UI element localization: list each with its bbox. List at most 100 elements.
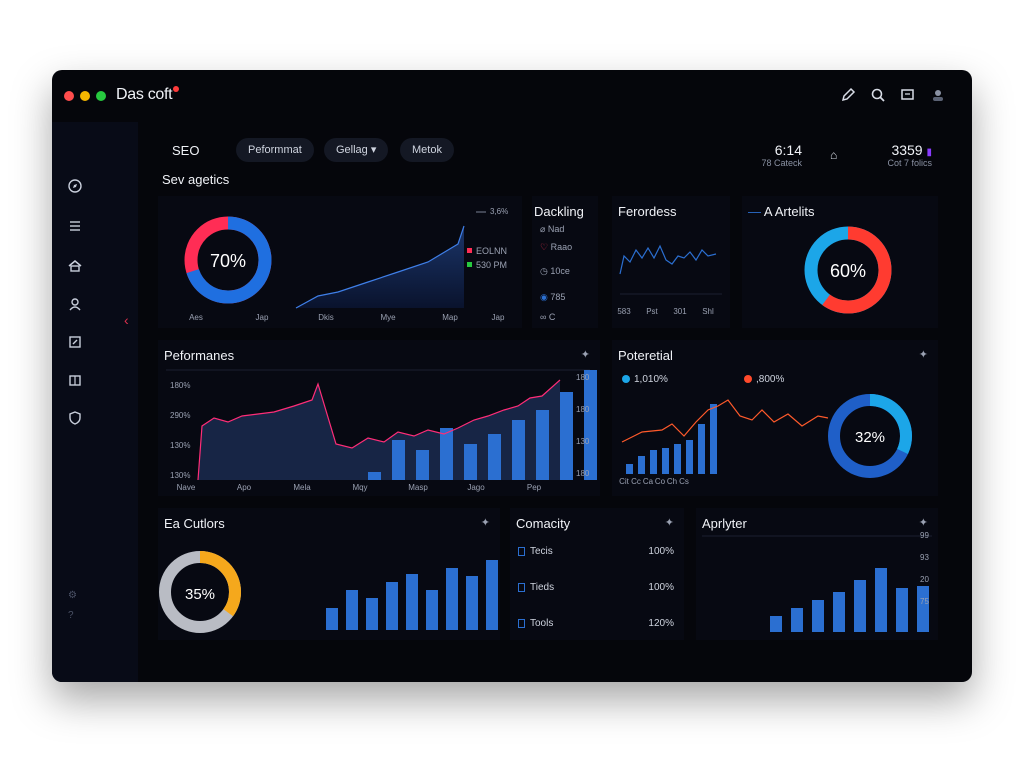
home-small-icon[interactable]: ⌂ bbox=[830, 148, 838, 162]
help-small-icon[interactable]: ? bbox=[68, 610, 74, 621]
backlinks-row-0: ⌀ Nad bbox=[540, 224, 565, 234]
poteretial-expand-icon[interactable]: ✦ bbox=[918, 349, 928, 361]
aprlyter-yr-label-3: 75 bbox=[920, 597, 929, 606]
comacity-row-0-value: 100% bbox=[648, 546, 674, 557]
traffic-line bbox=[295, 225, 465, 309]
donut-32-label: 32% bbox=[855, 429, 885, 446]
performance-x-label-0: Nave bbox=[177, 483, 196, 492]
stat-count-sub: Cot 7 folics bbox=[887, 158, 932, 168]
poteretial-title: Poteretial bbox=[618, 348, 673, 363]
poteretial-line bbox=[621, 399, 829, 443]
performance-title: Peformanes bbox=[164, 348, 235, 363]
traffic-x-label-3: Mye bbox=[380, 313, 396, 322]
box-icon[interactable] bbox=[66, 372, 84, 390]
home-icon[interactable] bbox=[66, 258, 84, 276]
poteretial-x-label-3: Co bbox=[655, 477, 666, 486]
donut-60-arc bbox=[804, 226, 892, 314]
ferordess-x-label-2: 301 bbox=[673, 307, 687, 316]
collapse-arrow-icon[interactable]: ‹ bbox=[124, 312, 129, 328]
aprlyter-y-right: 99 93 20 75 bbox=[920, 531, 929, 606]
poteretial-x-label-2: Ca bbox=[643, 477, 654, 486]
performance-expand-icon[interactable]: ✦ bbox=[580, 349, 590, 361]
stat-time-sub: 78 Cateck bbox=[761, 158, 802, 168]
aprlyter-expand-icon[interactable]: ✦ bbox=[918, 517, 928, 529]
cutlors-svg: 35% 99804010 bbox=[159, 551, 498, 633]
performance-y-right: 180 180 130 180 bbox=[576, 373, 590, 478]
aprlyter-bar-1 bbox=[791, 608, 803, 632]
poteretial-bars bbox=[626, 404, 717, 474]
comacity-row-1-label: Tieds bbox=[518, 582, 554, 593]
aprlyter-yr-label-2: 20 bbox=[920, 575, 929, 584]
stat-count: 3359 ▮ Cot 7 folics bbox=[852, 142, 932, 168]
cutlors-bar-2 bbox=[366, 598, 378, 630]
comacity-row-1-value: 100% bbox=[648, 582, 674, 593]
maximize-dot[interactable] bbox=[96, 91, 106, 101]
settings-small-icon[interactable]: ⚙ bbox=[68, 590, 77, 601]
donut-32-arc bbox=[828, 394, 912, 478]
shield-icon[interactable] bbox=[66, 410, 84, 428]
poteretial-bar-1 bbox=[638, 456, 645, 474]
aprlyter-bars bbox=[770, 568, 929, 632]
donut-35-label: 35% bbox=[185, 586, 215, 603]
edit-icon[interactable] bbox=[66, 334, 84, 352]
poteretial-bar-7 bbox=[710, 404, 717, 474]
poteretial-x-label-5: Cs bbox=[679, 477, 689, 486]
cutlors-bar-1 bbox=[346, 590, 358, 630]
donut-32 bbox=[828, 394, 912, 478]
aprlyter-svg: 99 93 20 75 bbox=[702, 531, 932, 632]
performance-svg: 180% 290% 130% 130% 180 180 130 180 Nave Apo Mel… bbox=[166, 369, 597, 492]
performance-x-label-3: Mqy bbox=[352, 483, 367, 492]
traffic-x-label-4: Map bbox=[442, 313, 458, 322]
pill-gellag-dropdown[interactable]: Gellag ▾ bbox=[324, 138, 389, 162]
cutlors-bar-7 bbox=[466, 576, 478, 630]
ferordess-x-label-3: Shl bbox=[702, 307, 714, 316]
avatar[interactable] bbox=[930, 87, 946, 103]
minimize-dot[interactable] bbox=[80, 91, 90, 101]
traffic-side-2: 530 PM bbox=[476, 260, 507, 270]
window-controls bbox=[64, 91, 106, 101]
ferordess-card: Ferordess 583 Pst 301 Shl bbox=[612, 196, 730, 328]
pill-performance[interactable]: Peformmat bbox=[236, 138, 314, 162]
performance-bar-8 bbox=[560, 392, 573, 480]
backlinks-title: Dackling bbox=[534, 204, 584, 219]
performance-bar-9 bbox=[584, 370, 597, 480]
cutlors-bar-3 bbox=[386, 582, 398, 630]
cutlors-expand-icon[interactable]: ✦ bbox=[480, 517, 490, 529]
cutlors-bar-6 bbox=[446, 568, 458, 630]
performance-line bbox=[197, 379, 561, 481]
performance-bar-6 bbox=[512, 420, 525, 480]
aprlyter-bar-5 bbox=[875, 568, 887, 632]
cutlors-bars bbox=[326, 560, 498, 630]
cutlors-card: Ea Cutlors ✦ 35% 99804010 bbox=[158, 508, 500, 640]
donut-35 bbox=[159, 551, 241, 633]
artelits-title: — A Artelits bbox=[748, 204, 815, 219]
artelits-card: — A Artelits 60% bbox=[742, 196, 938, 328]
list-icon[interactable] bbox=[66, 218, 84, 236]
user-icon[interactable] bbox=[66, 296, 84, 314]
pill-metok[interactable]: Metok bbox=[400, 138, 454, 162]
donut-70-arc bbox=[184, 216, 272, 304]
donut-70 bbox=[184, 216, 272, 304]
message-icon[interactable] bbox=[900, 87, 916, 103]
notification-badge bbox=[173, 86, 180, 92]
close-dot[interactable] bbox=[64, 91, 74, 101]
performance-yr-label-2: 130 bbox=[576, 437, 590, 446]
performance-x-axis: Nave Apo Mela Mqy Masp Jago Pep bbox=[177, 483, 542, 492]
ferordess-x-label-1: Pst bbox=[646, 307, 658, 316]
traffic-x-label-5: Jap bbox=[492, 313, 505, 322]
section-title: Sev agetics bbox=[162, 172, 230, 187]
comacity-expand-icon[interactable]: ✦ bbox=[664, 517, 674, 529]
comacity-title: Comacity bbox=[516, 516, 571, 531]
cutlors-bar-4 bbox=[406, 574, 418, 630]
search-icon[interactable] bbox=[870, 87, 886, 103]
compass-icon[interactable] bbox=[66, 178, 84, 196]
performance-x-label-6: Pep bbox=[527, 483, 542, 492]
aprlyter-bar-4 bbox=[854, 580, 866, 632]
backlinks-card: Dackling ⌀ Nad ♡ Raao ◷ 10ce ◉ 785 ∞ C bbox=[532, 196, 598, 328]
pen-icon[interactable] bbox=[840, 87, 856, 103]
poteretial-bar-4 bbox=[674, 444, 681, 474]
performance-area bbox=[198, 380, 560, 480]
donut-70-label: 70% bbox=[210, 251, 246, 271]
ferordess-x-axis: 583 Pst 301 Shl bbox=[617, 307, 714, 316]
poteretial-bar-6 bbox=[698, 424, 705, 474]
